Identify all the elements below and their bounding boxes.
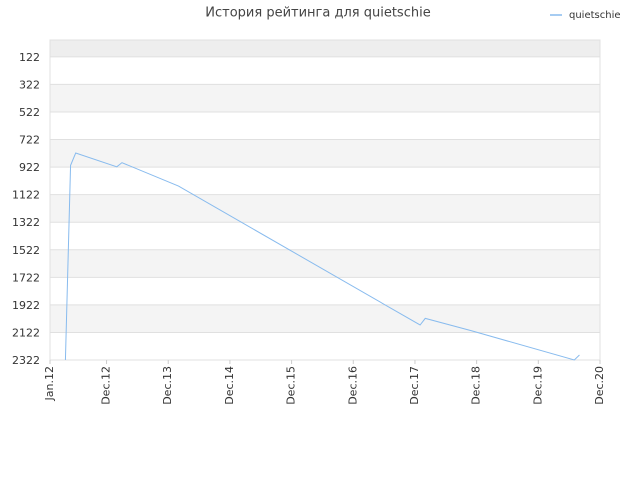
y-tick-label: 122: [19, 51, 40, 64]
x-tick-label: Dec.16: [346, 366, 359, 405]
x-tick-label: Dec.18: [470, 366, 483, 405]
grid-band: [50, 139, 600, 168]
y-tick-label: 2122: [12, 326, 40, 339]
grid-band: [50, 111, 600, 140]
x-tick-label: Dec.14: [223, 366, 236, 405]
y-tick-label: 722: [19, 134, 40, 147]
x-tick-label: Dec.17: [408, 366, 421, 405]
chart-title: История рейтинга для quietschie: [205, 6, 430, 21]
grid-band: [50, 249, 600, 278]
y-tick-label: 522: [19, 106, 40, 119]
x-tick-label: Dec.19: [531, 366, 544, 405]
y-tick-label: 1722: [12, 271, 40, 284]
y-tick-label: 1922: [12, 299, 40, 312]
legend-label: quietschie: [569, 10, 621, 21]
x-tick-label: Dec.20: [593, 366, 606, 405]
grid-band: [50, 194, 600, 223]
y-tick-label: 2322: [12, 354, 40, 367]
grid-band: [50, 84, 600, 112]
grid-band: [50, 167, 600, 195]
data-line: [64, 152, 580, 361]
x-tick-label: Jan.12: [43, 366, 56, 401]
y-tick-label: 1122: [12, 189, 40, 202]
y-tick-label: 322: [19, 78, 40, 91]
y-tick-label: 1322: [12, 216, 40, 229]
x-tick-label: Dec.12: [100, 366, 113, 405]
x-tick-label: Dec.13: [161, 366, 174, 405]
grid-band: [50, 40, 600, 57]
grid-band: [50, 277, 600, 305]
y-tick-label: 1522: [12, 244, 40, 257]
plot-border: [49, 39, 601, 361]
x-tick-label: Dec.15: [285, 366, 298, 405]
y-tick-label: 922: [19, 161, 40, 174]
grid-band: [50, 304, 600, 333]
grid-band: [50, 222, 600, 250]
grid-band: [50, 332, 600, 360]
grid-band: [50, 56, 600, 85]
